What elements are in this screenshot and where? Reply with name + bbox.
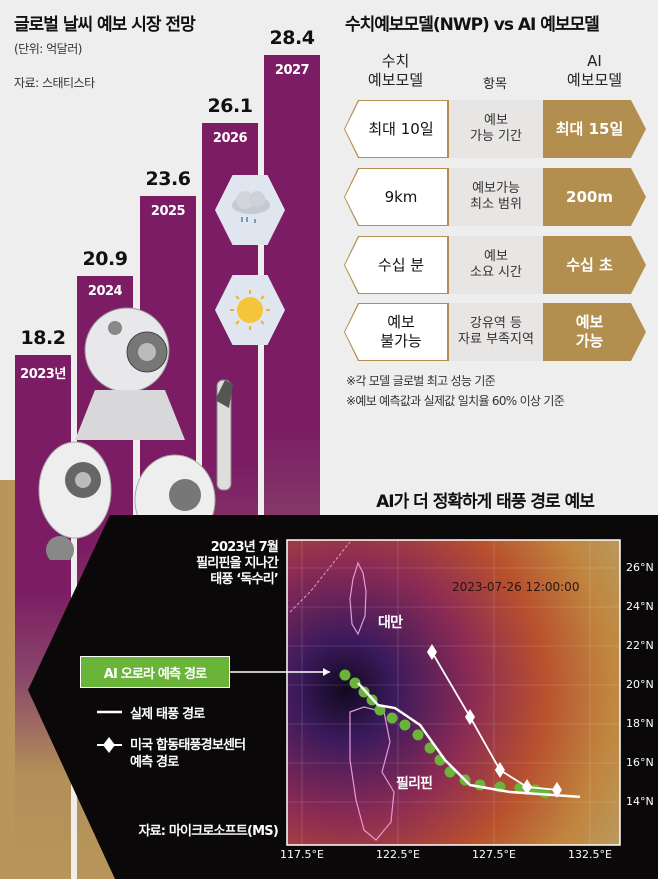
lon-tick-label: 122.5°E (376, 848, 420, 861)
bar-category-label: 2027 (274, 63, 310, 79)
diamond-icon (103, 737, 115, 753)
lat-tick-label: 16°N (626, 756, 654, 769)
footnote: ※예보 예측값과 실제값 일치율 60% 이상 기준 (346, 394, 565, 408)
ai-value: 예보 가능 (543, 303, 646, 361)
bar-value-label: 20.9 (82, 247, 128, 270)
lat-tick-label: 18°N (626, 717, 654, 730)
ai-value: 200m (543, 168, 646, 226)
lat-tick-label: 22°N (626, 639, 654, 652)
lat-tick-label: 24°N (626, 600, 654, 613)
ai-track-point (349, 677, 361, 689)
ai-track-point (339, 669, 351, 681)
item-label: 예보 가능 기간 (447, 100, 543, 158)
gridlines (287, 540, 620, 845)
lat-tick-label: 26°N (626, 561, 654, 574)
market-source: 자료: 스태티스타 (14, 76, 95, 90)
header-item: 항목 (483, 77, 507, 92)
ai-value: 최대 15일 (543, 100, 646, 158)
jtwc-track-point (465, 708, 475, 725)
bar-2023년: 2023년 (15, 355, 71, 879)
lat-tick-label: 20°N (626, 678, 654, 691)
typhoon-title: AI가 더 정확하게 태풍 경로 예보 (376, 492, 595, 512)
ai-track-point (424, 742, 436, 754)
nwp-value: 수십 분 (345, 237, 447, 293)
legend-ai-route: AI 오로라 예측 경로 (80, 656, 230, 688)
jtwc-track-point (494, 762, 505, 779)
comparison-title: 수치예보모델(NWP) vs AI 예보모델 (345, 15, 600, 35)
lat-tick-label: 14°N (626, 795, 654, 808)
bar-value-label: 18.2 (20, 327, 66, 349)
jtwc-track-point (522, 778, 533, 795)
nwp-value: 최대 10일 (345, 101, 447, 157)
item-label: 강유역 등 자료 부족지역 (447, 303, 543, 361)
comparison-row: 예보 불가능 강유역 등 자료 부족지역 예보 가능 (344, 303, 646, 361)
nwp-value: 예보 불가능 (345, 304, 447, 360)
label-philippines: 필리핀 (396, 776, 433, 792)
comparison-row: 수십 분 예보 소요 시간 수십 초 (344, 236, 646, 294)
ai-track-point (399, 719, 411, 731)
typhoon-source: 자료: 마이크로소프트(MS) (138, 824, 278, 839)
ai-track-point (358, 686, 370, 698)
bar-category-label: 2023년 (20, 367, 66, 382)
bar-value-label: 23.6 (145, 168, 191, 191)
ai-track-point (386, 712, 398, 724)
arrowhead-icon (323, 668, 330, 676)
comparison-row: 최대 10일 예보 가능 기간 최대 15일 (344, 100, 646, 158)
typhoon-caption: 2023년 7월 필리핀을 지나간 태풍 ‘독수리’ (196, 540, 279, 587)
jtwc-track-point (551, 781, 562, 798)
label-taiwan: 대만 (378, 615, 403, 631)
legend-actual-route: 실제 태풍 경로 (130, 707, 205, 722)
china-coastline (289, 541, 351, 613)
jtwc-track-point (426, 644, 437, 661)
map-frame (286, 539, 621, 846)
bar-category-label: 2026 (212, 130, 248, 146)
header-nwp: 수치 예보모델 (367, 52, 424, 89)
nwp-value: 9km (345, 169, 447, 225)
bar-category-label: 2024 (87, 283, 123, 299)
lon-tick-label: 127.5°E (472, 848, 516, 861)
bar-value-label: 26.1 (207, 94, 253, 117)
ai-track-point (412, 729, 424, 741)
market-title: 글로벌 날씨 예보 시장 전망 (14, 15, 196, 35)
lon-tick-label: 132.5°E (568, 848, 612, 861)
taiwan-coastline (349, 561, 367, 636)
bar-category-label: 2025 (150, 204, 186, 220)
item-label: 예보 소요 시간 (447, 236, 543, 294)
market-unit: (단위: 억달러) (14, 42, 82, 56)
bar-value-label: 28.4 (269, 27, 315, 50)
item-label: 예보가능 최소 범위 (447, 168, 543, 226)
legend-jtwc-route: 미국 합동태풍경보센터 예측 경로 (130, 738, 246, 770)
header-ai: AI 예보모델 (566, 52, 623, 89)
actual-track-line (357, 682, 581, 799)
comparison-row: 9km 예보가능 최소 범위 200m (344, 168, 646, 226)
lon-tick-label: 117.5°E (280, 848, 324, 861)
ai-track-point (374, 704, 386, 716)
footnote: ※각 모델 글로벌 최고 성능 기준 (346, 374, 496, 388)
ai-value: 수십 초 (543, 236, 646, 294)
map-timestamp: 2023-07-26 12:00:00 (452, 580, 580, 594)
